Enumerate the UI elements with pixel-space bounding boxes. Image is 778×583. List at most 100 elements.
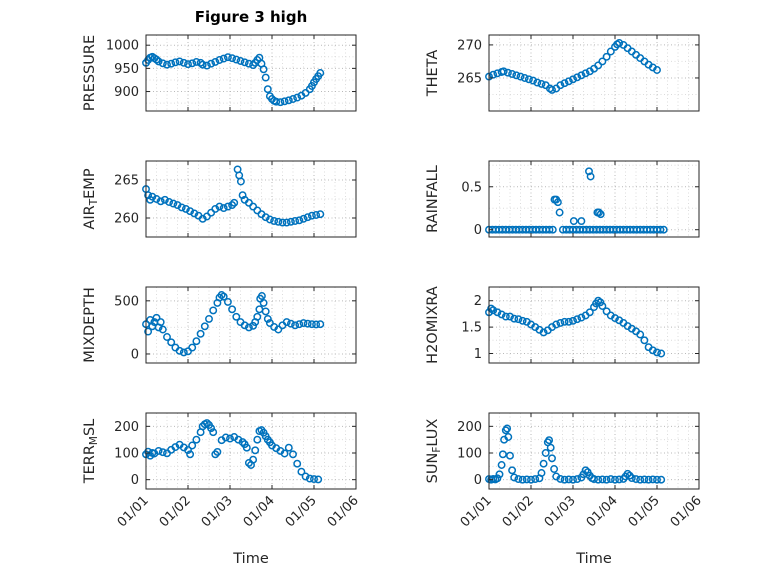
data-point: [167, 338, 176, 347]
data-point: [508, 70, 517, 78]
data-point: [569, 316, 577, 325]
series-rainfall: [485, 167, 668, 234]
data-point: [192, 337, 201, 346]
data-point: [636, 475, 645, 484]
xlabel-time-left: Time: [233, 551, 269, 567]
data-point: [181, 204, 190, 213]
data-point: [497, 310, 506, 319]
data-point: [577, 313, 586, 322]
data-point: [228, 54, 237, 63]
series-sunflux: [485, 424, 666, 484]
data-point: [653, 475, 661, 484]
y-tick-label: 950: [114, 62, 139, 77]
data-point: [291, 217, 300, 225]
data-point: [144, 191, 153, 200]
data-point: [223, 297, 232, 306]
data-point: [196, 58, 205, 67]
data-point: [560, 475, 569, 484]
data-point: [640, 475, 649, 484]
data-point: [173, 201, 182, 210]
data-point: [590, 475, 598, 484]
data-point: [148, 192, 157, 201]
y-tick-label: 0.5: [461, 180, 482, 195]
data-point: [636, 330, 645, 339]
y-tick-label: 0: [131, 473, 139, 488]
y-tick-label: 200: [457, 420, 482, 435]
data-point: [533, 78, 542, 87]
data-point: [659, 225, 668, 234]
data-point: [514, 315, 523, 324]
axes-box: [145, 34, 357, 112]
y-tick-label: 100: [457, 447, 482, 462]
data-point: [585, 167, 593, 176]
data-point: [223, 202, 232, 211]
subplot-theta: 265 270 THETA: [425, 34, 700, 112]
data-point: [539, 328, 548, 337]
data-point: [316, 69, 325, 77]
data-point: [560, 79, 569, 88]
data-point: [299, 214, 308, 223]
axis-ticks: [145, 161, 357, 237]
data-point: [215, 56, 224, 64]
ylabel-h2omixra: H2OMIXRA: [425, 286, 441, 364]
axes-box: [145, 160, 357, 238]
data-point: [202, 61, 211, 70]
axis-ticks: [145, 287, 357, 363]
data-point: [286, 217, 295, 226]
axis-ticks: [488, 413, 700, 489]
data-point: [598, 302, 607, 310]
data-point: [640, 336, 649, 345]
data-point: [573, 315, 582, 324]
data-point: [293, 93, 302, 102]
x-tick-label: 01/04: [584, 493, 621, 530]
axis-ticks: [145, 35, 357, 111]
data-point: [242, 443, 251, 452]
data-point: [158, 448, 167, 457]
ylabel-airtemp: AIRTEMP: [82, 168, 100, 229]
data-point: [594, 61, 603, 70]
data-point: [282, 318, 291, 327]
data-point: [312, 211, 321, 219]
data-point: [537, 79, 546, 88]
data-point: [514, 475, 523, 484]
data-point: [569, 475, 577, 484]
data-point: [291, 321, 300, 330]
data-point: [192, 57, 201, 66]
data-point: [606, 475, 615, 484]
grid: [489, 287, 699, 363]
figure-title: Figure 3 high: [194, 8, 308, 26]
data-point: [240, 321, 249, 330]
data-point: [648, 475, 657, 484]
data-point: [200, 322, 209, 331]
y-tick-label: 0: [131, 347, 139, 362]
data-point: [152, 313, 161, 322]
subplot-terrmsl: 0 100 200 01/01 01/02 01/03 01/04 01/05 01/06 TER…: [82, 412, 362, 530]
data-point: [261, 213, 270, 222]
data-point: [493, 308, 502, 317]
axis-ticks: [488, 161, 700, 237]
data-point: [644, 475, 653, 484]
x-tick-label: 01/02: [500, 493, 537, 530]
data-point: [207, 424, 216, 433]
y-tick-label: 200: [114, 420, 139, 435]
data-point: [573, 475, 582, 484]
data-point: [553, 198, 562, 207]
data-point: [508, 466, 517, 475]
data-point: [516, 72, 525, 81]
series-terrmsl: [142, 419, 323, 484]
data-point: [529, 76, 538, 85]
data-point: [184, 60, 192, 69]
y-tick-label: 100: [114, 447, 139, 462]
data-point: [602, 307, 611, 316]
axis-ticks: [145, 413, 357, 489]
data-point: [564, 317, 573, 326]
data-point: [154, 446, 163, 455]
y-tick-label: 500: [114, 294, 139, 309]
data-point: [165, 198, 174, 206]
data-point: [555, 208, 564, 217]
data-point: [207, 59, 216, 68]
data-point: [316, 210, 325, 219]
y-tick-label: 265: [457, 71, 482, 86]
data-point: [545, 436, 554, 445]
data-point: [278, 218, 287, 227]
